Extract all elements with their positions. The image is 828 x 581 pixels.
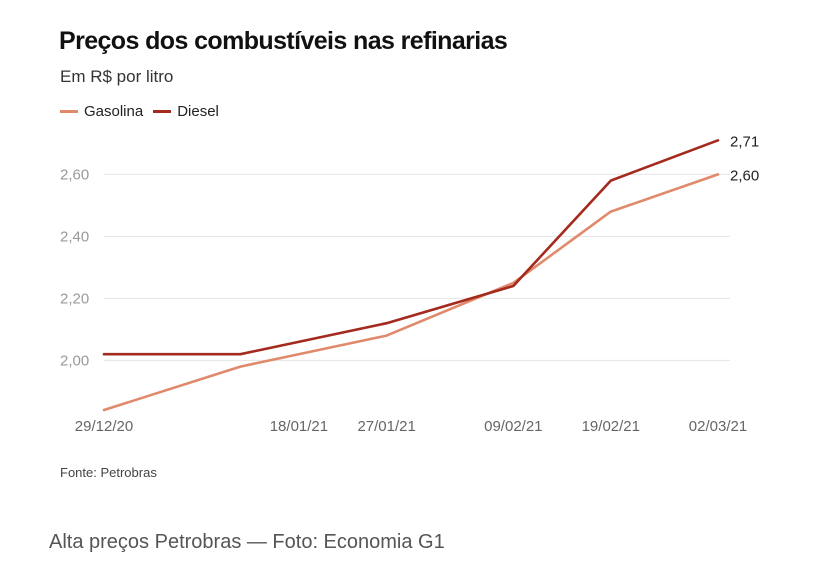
legend-label-diesel: Diesel [177, 103, 219, 120]
source-note: Fonte: Petrobras [60, 465, 157, 480]
x-tick-label: 02/03/21 [689, 418, 747, 435]
end-value-label-diesel: 2,71 [730, 133, 759, 150]
y-tick-label: 2,20 [60, 290, 89, 307]
x-tick-label: 19/02/21 [582, 418, 640, 435]
legend-label-gasolina: Gasolina [84, 103, 144, 120]
y-tick-label: 2,00 [60, 352, 89, 369]
end-value-label-gasolina: 2,60 [730, 167, 759, 184]
chart-title: Preços dos combustíveis nas refinarias [59, 27, 508, 55]
legend-swatch-diesel [153, 110, 172, 113]
y-tick-label: 2,60 [60, 166, 89, 183]
series-line-diesel [102, 139, 720, 356]
image-caption: Alta preços Petrobras — Foto: Economia G… [49, 531, 445, 553]
legend-item-diesel: Diesel [153, 103, 219, 120]
x-tick-label: 18/01/21 [270, 418, 328, 435]
chart-legend: Gasolina Diesel [60, 103, 229, 120]
x-tick-label: 09/02/21 [484, 418, 542, 435]
x-tick-label: 29/12/20 [75, 418, 133, 435]
x-tick-label: 27/01/21 [357, 418, 415, 435]
legend-item-gasolina: Gasolina [60, 103, 143, 120]
series-line-gasolina [102, 173, 720, 412]
chart-subtitle: Em R$ por litro [60, 67, 174, 86]
legend-swatch-gasolina [60, 110, 78, 113]
y-tick-label: 2,40 [60, 228, 89, 245]
